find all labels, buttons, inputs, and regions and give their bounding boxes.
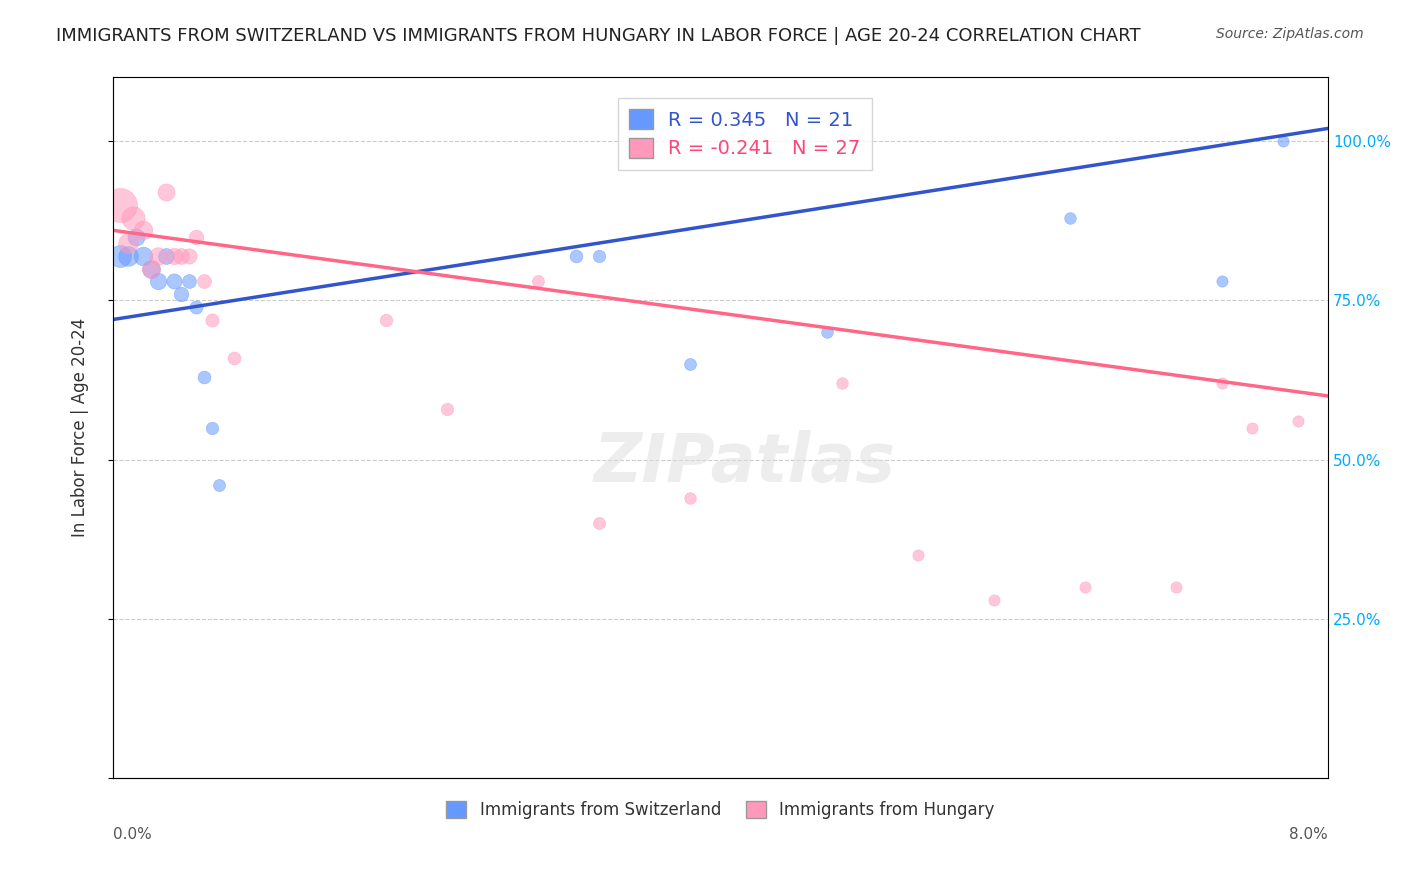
- Point: [148, 274, 170, 288]
- Point: [117, 249, 139, 263]
- Point: [155, 185, 177, 199]
- Point: [170, 249, 193, 263]
- Point: [224, 351, 246, 365]
- Point: [139, 261, 162, 276]
- Point: [132, 223, 155, 237]
- Point: [208, 478, 231, 492]
- Point: [679, 491, 702, 505]
- Point: [170, 287, 193, 301]
- Point: [200, 421, 222, 435]
- Text: 0.0%: 0.0%: [112, 827, 152, 842]
- Point: [527, 274, 550, 288]
- Point: [132, 249, 155, 263]
- Point: [588, 516, 610, 531]
- Point: [1166, 580, 1188, 594]
- Point: [177, 249, 200, 263]
- Point: [1074, 580, 1097, 594]
- Point: [124, 229, 146, 244]
- Point: [1211, 274, 1233, 288]
- Point: [186, 229, 208, 244]
- Point: [983, 592, 1005, 607]
- Point: [436, 401, 458, 416]
- Point: [110, 249, 132, 263]
- Text: 8.0%: 8.0%: [1289, 827, 1329, 842]
- Point: [815, 326, 838, 340]
- Point: [139, 261, 162, 276]
- Text: Source: ZipAtlas.com: Source: ZipAtlas.com: [1216, 27, 1364, 41]
- Point: [177, 274, 200, 288]
- Point: [1271, 134, 1294, 148]
- Point: [155, 249, 177, 263]
- Point: [1286, 414, 1309, 428]
- Point: [193, 274, 215, 288]
- Point: [186, 300, 208, 314]
- Point: [588, 249, 610, 263]
- Point: [121, 211, 143, 225]
- Legend: Immigrants from Switzerland, Immigrants from Hungary: Immigrants from Switzerland, Immigrants …: [440, 795, 1001, 826]
- Point: [148, 249, 170, 263]
- Point: [110, 198, 132, 212]
- Point: [1211, 376, 1233, 391]
- Y-axis label: In Labor Force | Age 20-24: In Labor Force | Age 20-24: [72, 318, 89, 538]
- Point: [1059, 211, 1081, 225]
- Text: IMMIGRANTS FROM SWITZERLAND VS IMMIGRANTS FROM HUNGARY IN LABOR FORCE | AGE 20-2: IMMIGRANTS FROM SWITZERLAND VS IMMIGRANT…: [56, 27, 1140, 45]
- Point: [162, 274, 184, 288]
- Text: ZIPatlas: ZIPatlas: [593, 430, 896, 496]
- Point: [1241, 421, 1264, 435]
- Point: [162, 249, 184, 263]
- Point: [679, 357, 702, 371]
- Point: [831, 376, 853, 391]
- Point: [565, 249, 588, 263]
- Point: [907, 548, 929, 562]
- Point: [200, 312, 222, 326]
- Point: [193, 370, 215, 384]
- Point: [375, 312, 398, 326]
- Point: [117, 236, 139, 251]
